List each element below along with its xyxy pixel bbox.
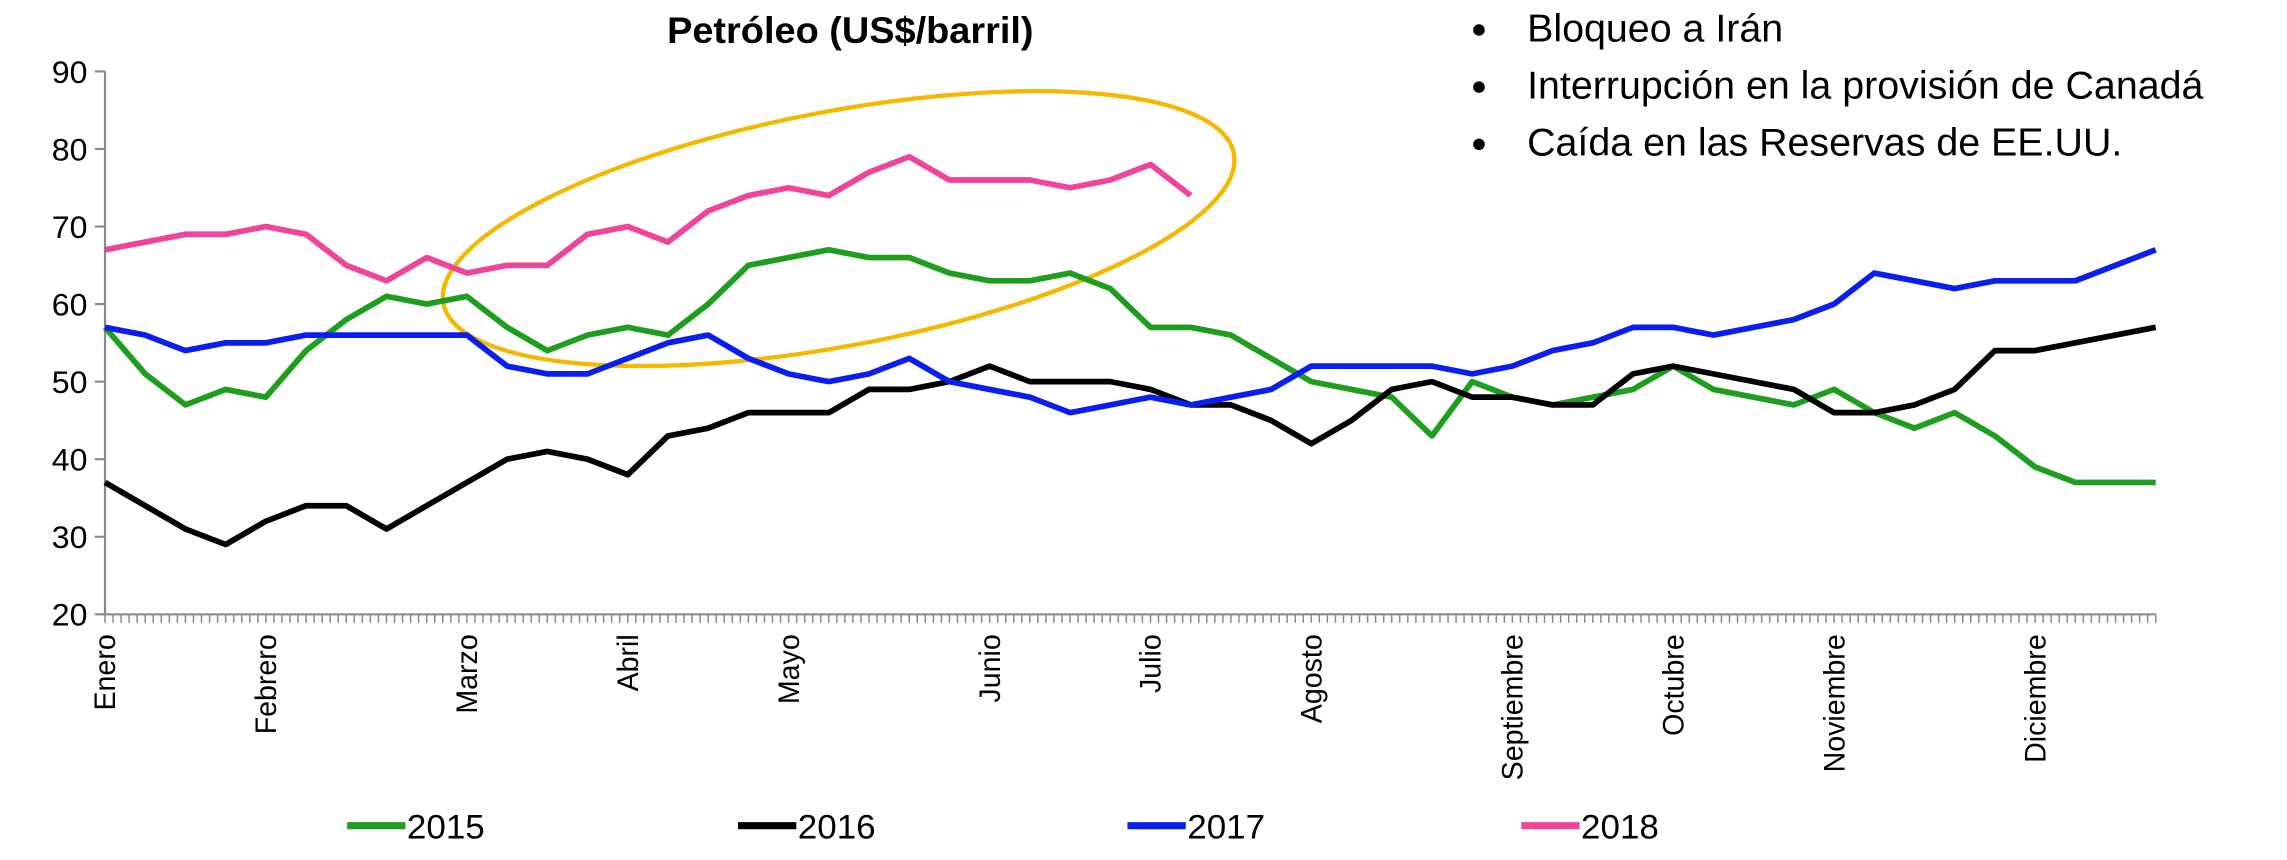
legend-label: 2018 [1581,809,1659,847]
annotation-text: Caída en las Reservas de EE.UU. [1527,122,2122,165]
annotations: Bloqueo a Irán Interrupción en la provisi… [1473,8,2204,165]
x-tick-label: Diciembre [2020,634,2052,763]
y-tick-label: 70 [52,209,88,245]
legend-label: 2015 [407,809,485,847]
x-tick-label: Octubre [1658,634,1690,736]
line-series [104,247,2157,416]
bullet [1473,81,1485,93]
x-tick-label: Agosto [1296,634,1328,723]
x-tick-label: Mayo [774,634,806,704]
line-series [103,324,2157,548]
x-tick-label: Septiembre [1497,634,1529,780]
annotation-text: Bloqueo a Irán [1527,8,1783,51]
y-tick-label: 80 [52,132,88,168]
chart-title: Petróleo (US$/barril) [667,9,1033,51]
y-tick-label: 30 [52,519,88,555]
y-tick-label: 40 [52,442,88,478]
legend-label: 2016 [798,809,876,847]
x-tick-label: Abril [613,634,645,691]
y-tick-label: 90 [52,54,88,90]
y-tick-label: 60 [52,287,88,323]
bullet [1473,138,1485,150]
y-tick-label: 20 [52,597,88,633]
x-tick-label: Febrero [251,634,283,734]
x-tick-label: Julio [1135,634,1167,693]
line-series [102,246,2156,486]
x-tick-label: Noviembre [1819,634,1851,772]
x-tick-label: Junio [975,634,1007,702]
legend-label: 2017 [1187,809,1265,847]
bullet [1473,24,1485,36]
annotation-text: Interrupción en la provisión de Canadá [1527,65,2204,108]
y-tick-label: 50 [52,364,88,400]
line-series [104,153,1193,284]
x-tick-label: Marzo [452,634,484,713]
x-tick-label: Enero [90,634,122,710]
highlight-ellipse [440,89,1237,369]
